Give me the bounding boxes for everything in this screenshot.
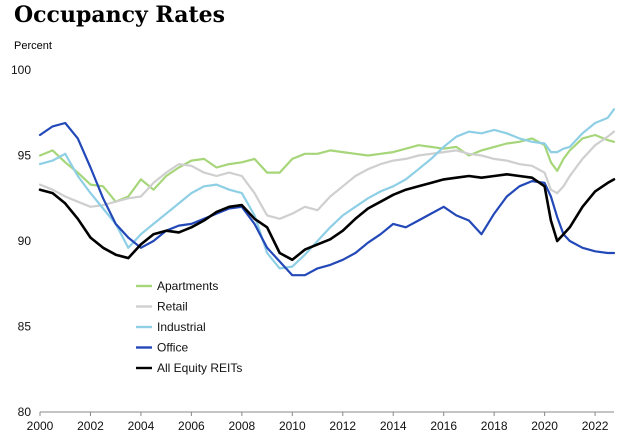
y-axis-label: Percent	[14, 40, 52, 52]
series-line-apartments	[38, 133, 616, 203]
x-tick-label: 2018	[481, 419, 508, 433]
series-line-all-equity-reits	[38, 173, 616, 262]
legend-label-all-equity-reits: All Equity REITs	[157, 361, 242, 375]
x-tick-label: 2002	[77, 419, 104, 433]
y-tick-label: 90	[18, 234, 32, 248]
y-tick-label: 80	[18, 405, 32, 419]
x-tick-label: 2020	[531, 419, 558, 433]
x-tick-label: 2004	[128, 419, 155, 433]
legend-label-industrial: Industrial	[157, 320, 206, 334]
legend-label-retail: Retail	[157, 300, 188, 314]
series-line-industrial	[38, 108, 616, 270]
y-tick-label: 100	[11, 63, 31, 77]
series-line-office	[38, 121, 616, 277]
y-tick-label: 85	[18, 320, 32, 334]
series-line-retail	[38, 130, 616, 220]
chart-title: Occupancy Rates	[14, 2, 226, 28]
x-tick-label: 2014	[380, 419, 407, 433]
x-tick-label: 2006	[178, 419, 205, 433]
x-tick-label: 2022	[582, 419, 609, 433]
y-tick-label: 95	[18, 149, 32, 163]
x-tick-label: 2010	[279, 419, 306, 433]
legend-label-office: Office	[157, 341, 188, 355]
x-tick-label: 2016	[430, 419, 457, 433]
x-tick-label: 2008	[228, 419, 255, 433]
x-tick-label: 2000	[27, 419, 54, 433]
x-tick-label: 2012	[329, 419, 356, 433]
legend-label-apartments: Apartments	[157, 279, 218, 293]
